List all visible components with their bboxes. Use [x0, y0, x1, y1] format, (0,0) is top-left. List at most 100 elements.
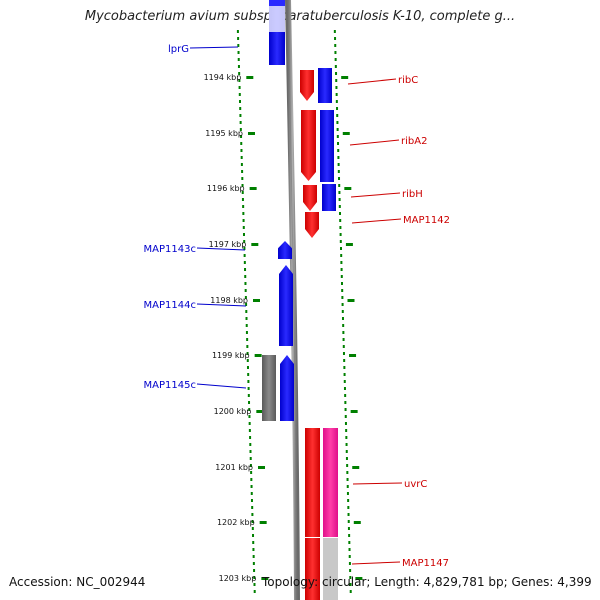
guide-dot — [341, 303, 344, 306]
guide-dot — [252, 541, 255, 544]
tick-mark-right — [345, 243, 353, 246]
guide-dot — [247, 373, 250, 376]
guide-dot — [338, 177, 341, 180]
leader-line — [189, 46, 239, 49]
guide-dot — [343, 380, 346, 383]
guide-dot — [238, 86, 241, 89]
guide-dot — [243, 247, 246, 250]
guide-dot — [252, 555, 255, 558]
guide-dot — [340, 261, 343, 264]
tick-mark-left — [256, 410, 264, 413]
tick-mark-right — [352, 466, 360, 469]
tick-mark-right — [341, 76, 349, 79]
leader-line — [347, 78, 397, 85]
tick-label: 1199 kbp — [212, 351, 250, 360]
guide-dot — [237, 44, 240, 47]
guide-dot — [246, 359, 249, 362]
guide-dot — [337, 163, 340, 166]
guide-dot — [244, 275, 247, 278]
guide-dot — [347, 506, 350, 509]
guide-dot — [239, 107, 242, 110]
tick-mark-right — [353, 521, 361, 524]
tick-mark-left — [249, 187, 257, 190]
guide-dot — [337, 142, 340, 145]
guide-dot — [339, 233, 342, 236]
guide-dot — [248, 408, 251, 411]
guide-dot — [237, 65, 240, 68]
gene-label: MAP1143c — [144, 244, 196, 255]
guide-dot — [241, 184, 244, 187]
dotted-guides — [236, 30, 352, 593]
guide-dot — [236, 30, 239, 33]
tick-mark-left — [254, 354, 262, 357]
guide-dot — [346, 464, 349, 467]
tick-mark-right — [347, 299, 355, 302]
guide-dot — [239, 114, 242, 117]
leader-line — [351, 218, 402, 224]
leader-line — [196, 383, 247, 389]
guide-dot — [251, 527, 254, 530]
guide-dot — [240, 149, 243, 152]
guide-dot — [338, 198, 341, 201]
guide-dot — [245, 317, 248, 320]
tick-label: 1200 kbp — [214, 407, 252, 416]
guide-dot — [239, 121, 242, 124]
guide-dot — [246, 366, 249, 369]
gene-label: uvrC — [404, 479, 427, 490]
guide-dot — [249, 457, 252, 460]
gene-label: MAP1142 — [403, 215, 450, 226]
guide-dot — [339, 219, 342, 222]
tick-label: 1195 kbp — [205, 129, 243, 138]
tick-mark-left — [247, 132, 255, 135]
guide-dot — [335, 86, 338, 89]
guide-dot — [346, 478, 349, 481]
guide-dot — [344, 415, 347, 418]
guide-dot — [346, 492, 349, 495]
guide-dot — [252, 548, 255, 551]
guide-dot — [251, 506, 254, 509]
guide-dot — [240, 142, 243, 145]
guide-dot — [250, 471, 253, 474]
guide-dot — [248, 401, 251, 404]
guide-dot — [250, 499, 253, 502]
guide-dot — [345, 457, 348, 460]
guide-dot — [250, 492, 253, 495]
gene-lprG-highlight — [269, 0, 285, 32]
guide-dot — [250, 478, 253, 481]
guide-dot — [340, 268, 343, 271]
guide-dot — [347, 520, 350, 523]
guide-dot — [239, 100, 241, 103]
guide-dot — [335, 72, 338, 75]
tick-mark-left — [261, 577, 269, 580]
gene-reverse-a — [318, 68, 332, 103]
guide-dot — [246, 352, 249, 355]
guide-dot — [345, 443, 348, 446]
leader-line — [350, 192, 401, 198]
tick-label: 1203 kbp — [219, 574, 257, 583]
guide-dot — [335, 79, 338, 82]
guide-dot — [339, 247, 342, 250]
guide-dot — [343, 366, 346, 369]
guide-dot — [242, 226, 245, 229]
tick-mark-right — [355, 577, 363, 580]
guide-dot — [337, 170, 340, 173]
topology-text: Topology: circular; Length: 4,829,781 bp… — [262, 575, 592, 589]
gene-label: MAP1147 — [402, 558, 449, 569]
gene-label: ribH — [402, 189, 423, 200]
tick-mark-left — [253, 299, 260, 302]
tick-mark-left — [259, 521, 267, 524]
gene-features — [262, 0, 338, 600]
guide-dot — [253, 583, 256, 586]
genome-backbone — [285, 0, 300, 600]
guide-dot — [237, 37, 240, 40]
gene-lprG-cap — [269, 0, 285, 6]
guide-dot — [340, 275, 343, 278]
guide-dot — [251, 513, 254, 516]
leader-line — [196, 303, 247, 307]
tick-mark-left — [246, 76, 254, 79]
guide-dot — [342, 331, 345, 334]
guide-dot — [238, 79, 241, 82]
guide-dot — [245, 310, 248, 313]
guide-dot — [336, 128, 339, 131]
guide-dot — [243, 261, 246, 264]
